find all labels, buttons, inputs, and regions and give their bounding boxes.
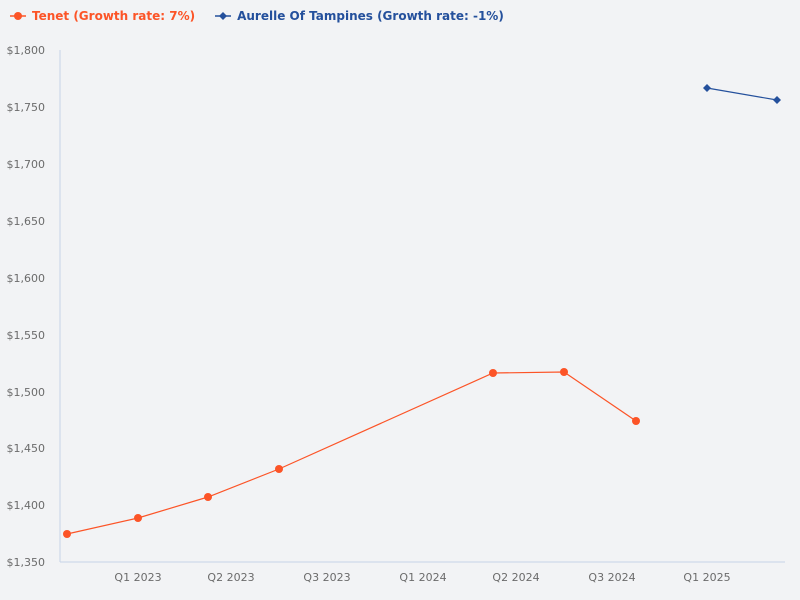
x-tick: Q1 2024 bbox=[399, 571, 446, 584]
data-point[interactable] bbox=[134, 514, 142, 522]
x-tick: Q3 2023 bbox=[303, 571, 350, 584]
y-tick: $1,750 bbox=[7, 101, 46, 114]
y-tick: $1,550 bbox=[7, 329, 46, 342]
x-tick: Q1 2023 bbox=[114, 571, 161, 584]
data-point[interactable] bbox=[632, 417, 640, 425]
y-tick: $1,700 bbox=[7, 158, 46, 171]
x-tick: Q2 2023 bbox=[207, 571, 254, 584]
x-tick: Q1 2025 bbox=[683, 571, 730, 584]
legend-item-tenet[interactable]: Tenet (Growth rate: 7%) bbox=[10, 9, 195, 23]
series-tenet bbox=[63, 368, 640, 538]
data-point[interactable] bbox=[63, 530, 71, 538]
y-tick: $1,400 bbox=[7, 499, 46, 512]
circle-marker-icon bbox=[10, 12, 26, 20]
series-aurelle bbox=[703, 84, 781, 104]
x-axis: Q1 2023 Q2 2023 Q3 2023 Q1 2024 Q2 2024 … bbox=[60, 561, 785, 584]
y-tick: $1,350 bbox=[7, 556, 46, 569]
y-tick: $1,500 bbox=[7, 386, 46, 399]
data-point[interactable] bbox=[489, 369, 497, 377]
y-tick: $1,800 bbox=[7, 44, 46, 57]
data-point[interactable] bbox=[703, 84, 711, 92]
y-tick: $1,650 bbox=[7, 215, 46, 228]
y-axis: $1,800 $1,750 $1,700 $1,650 $1,600 $1,55… bbox=[7, 44, 61, 569]
legend-label-aurelle: Aurelle Of Tampines (Growth rate: -1%) bbox=[237, 9, 504, 23]
legend-item-aurelle[interactable]: Aurelle Of Tampines (Growth rate: -1%) bbox=[215, 9, 504, 23]
diamond-marker-icon bbox=[215, 12, 232, 20]
data-point[interactable] bbox=[560, 368, 568, 376]
x-tick: Q3 2024 bbox=[588, 571, 635, 584]
x-tick: Q2 2024 bbox=[492, 571, 539, 584]
y-tick: $1,600 bbox=[7, 272, 46, 285]
data-point[interactable] bbox=[773, 96, 781, 104]
y-tick: $1,450 bbox=[7, 442, 46, 455]
data-point[interactable] bbox=[275, 465, 283, 473]
data-point[interactable] bbox=[204, 493, 212, 501]
legend-label-tenet: Tenet (Growth rate: 7%) bbox=[32, 9, 196, 23]
chart-legend: Tenet (Growth rate: 7%) Aurelle Of Tampi… bbox=[10, 9, 504, 23]
